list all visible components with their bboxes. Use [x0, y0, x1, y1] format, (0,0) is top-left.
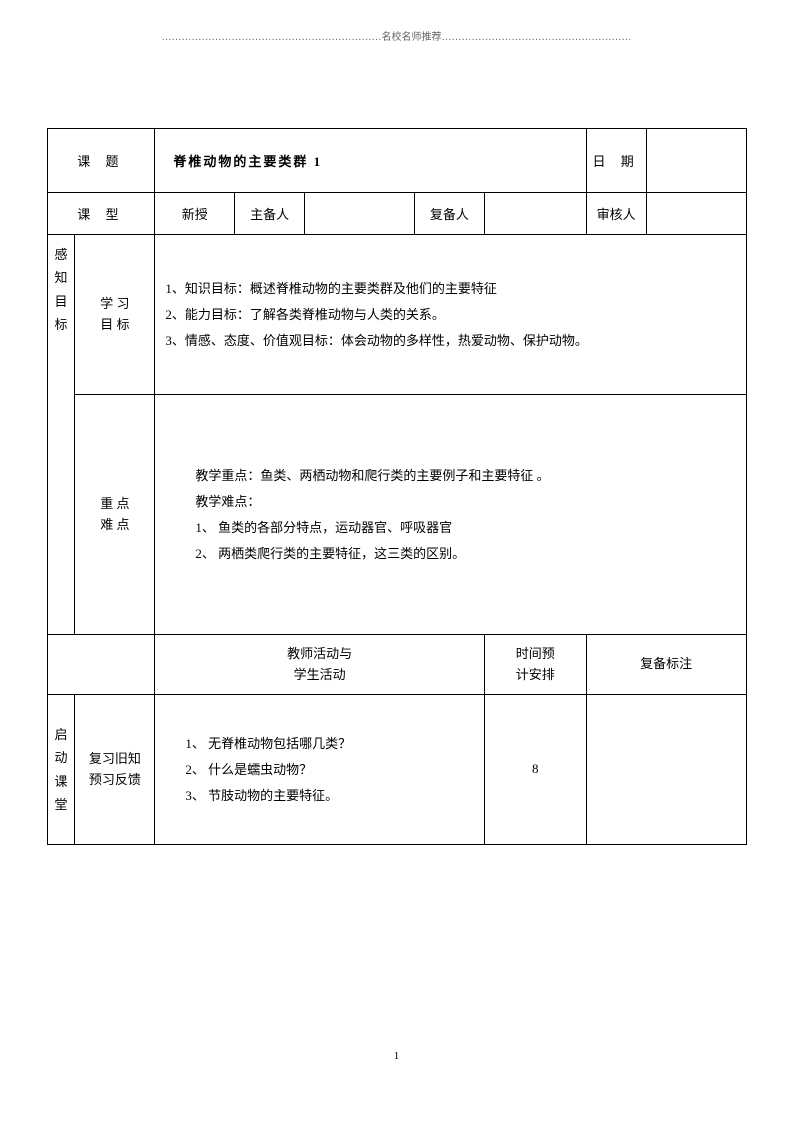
- lesson-title: 脊椎动物的主要类群 1: [155, 129, 586, 193]
- perception-char3: 目: [54, 294, 67, 309]
- activity-header-empty: [47, 635, 155, 695]
- perception-char1: 感: [54, 247, 67, 262]
- activity-header-row: 教师活动与 学生活动 时间预 计安排 复备标注: [47, 635, 746, 695]
- keypoint-label-line2: 难 点: [75, 515, 154, 536]
- teacher-activity-label: 教师活动与 学生活动: [155, 635, 485, 695]
- startup-char3: 课: [54, 774, 67, 789]
- perception-char2: 知: [54, 270, 67, 285]
- learning-goal-label-line1: 学 习: [75, 294, 154, 315]
- type-label: 课 型: [47, 193, 155, 235]
- learning-goal-line1: 1、知识目标：概述脊椎动物的主要类群及他们的主要特征: [165, 276, 735, 302]
- startup-content-line2: 2、 什么是蠕虫动物？: [185, 757, 474, 783]
- learning-goal-line2: 2、能力目标：了解各类脊椎动物与人类的关系。: [165, 302, 735, 328]
- learning-goal-line3: 3、情感、态度、价值观目标：体会动物的多样性，热爱动物、保护动物。: [165, 328, 735, 354]
- startup-char2: 动: [54, 750, 67, 765]
- topic-label: 课 题: [47, 129, 155, 193]
- startup-char1: 启: [54, 727, 67, 742]
- date-label: 日 期: [586, 129, 646, 193]
- keypoint-line4: 2、 两栖类爬行类的主要特征，这三类的区别。: [195, 541, 735, 567]
- perception-goal-label: 感 知 目 标: [47, 235, 75, 635]
- header-recommendation: …………………………………………………………名校名师推荐…………………………………: [0, 0, 793, 43]
- re-prep-value: [484, 193, 586, 235]
- keypoint-line1: 教学重点：鱼类、两栖动物和爬行类的主要例子和主要特征 。: [195, 463, 735, 489]
- time-label: 时间预 计安排: [484, 635, 586, 695]
- keypoint-label: 重 点 难 点: [75, 395, 155, 635]
- teacher-activity-line1: 教师活动与: [155, 644, 484, 665]
- review-label: 复习旧知 预习反馈: [75, 695, 155, 845]
- learning-goal-label: 学 习 目 标: [75, 235, 155, 395]
- main-prep-value: [305, 193, 415, 235]
- type-value: 新授: [155, 193, 235, 235]
- main-prep-label: 主备人: [235, 193, 305, 235]
- reviewer-label: 审核人: [586, 193, 646, 235]
- keypoint-label-line1: 重 点: [75, 494, 154, 515]
- re-prep-label: 复备人: [414, 193, 484, 235]
- keypoint-row: 重 点 难 点 教学重点：鱼类、两栖动物和爬行类的主要例子和主要特征 。 教学难…: [47, 395, 746, 635]
- perception-char4: 标: [54, 317, 67, 332]
- keypoint-line2: 教学难点：: [195, 489, 735, 515]
- review-line2: 预习反馈: [75, 770, 154, 791]
- type-row: 课 型 新授 主备人 复备人 审核人: [47, 193, 746, 235]
- learning-goal-row: 感 知 目 标 学 习 目 标 1、知识目标：概述脊椎动物的主要类群及他们的主要…: [47, 235, 746, 395]
- startup-content-line1: 1、 无脊椎动物包括哪几类？: [185, 731, 474, 757]
- startup-row: 启 动 课 堂 复习旧知 预习反馈 1、 无脊椎动物包括哪几类？ 2、 什么是蠕…: [47, 695, 746, 845]
- startup-label: 启 动 课 堂: [47, 695, 75, 845]
- learning-goal-label-line2: 目 标: [75, 315, 154, 336]
- notes-label: 复备标注: [586, 635, 746, 695]
- startup-char4: 堂: [54, 797, 67, 812]
- lesson-plan-table: 课 题 脊椎动物的主要类群 1 日 期 课 型 新授 主备人 复备人 审核人 感…: [47, 128, 747, 845]
- startup-time: 8: [484, 695, 586, 845]
- title-row: 课 题 脊椎动物的主要类群 1 日 期: [47, 129, 746, 193]
- review-line1: 复习旧知: [75, 749, 154, 770]
- startup-content: 1、 无脊椎动物包括哪几类？ 2、 什么是蠕虫动物？ 3、 节肢动物的主要特征。: [155, 695, 485, 845]
- keypoint-content: 教学重点：鱼类、两栖动物和爬行类的主要例子和主要特征 。 教学难点： 1、 鱼类…: [155, 395, 746, 635]
- reviewer-value: [646, 193, 746, 235]
- time-label-line1: 时间预: [485, 644, 586, 665]
- startup-notes: [586, 695, 746, 845]
- teacher-activity-line2: 学生活动: [155, 665, 484, 686]
- date-value: [646, 129, 746, 193]
- keypoint-line3: 1、 鱼类的各部分特点，运动器官、呼吸器官: [195, 515, 735, 541]
- startup-content-line3: 3、 节肢动物的主要特征。: [185, 783, 474, 809]
- time-label-line2: 计安排: [485, 665, 586, 686]
- page-number: 1: [0, 1050, 793, 1062]
- learning-goal-content: 1、知识目标：概述脊椎动物的主要类群及他们的主要特征 2、能力目标：了解各类脊椎…: [155, 235, 746, 395]
